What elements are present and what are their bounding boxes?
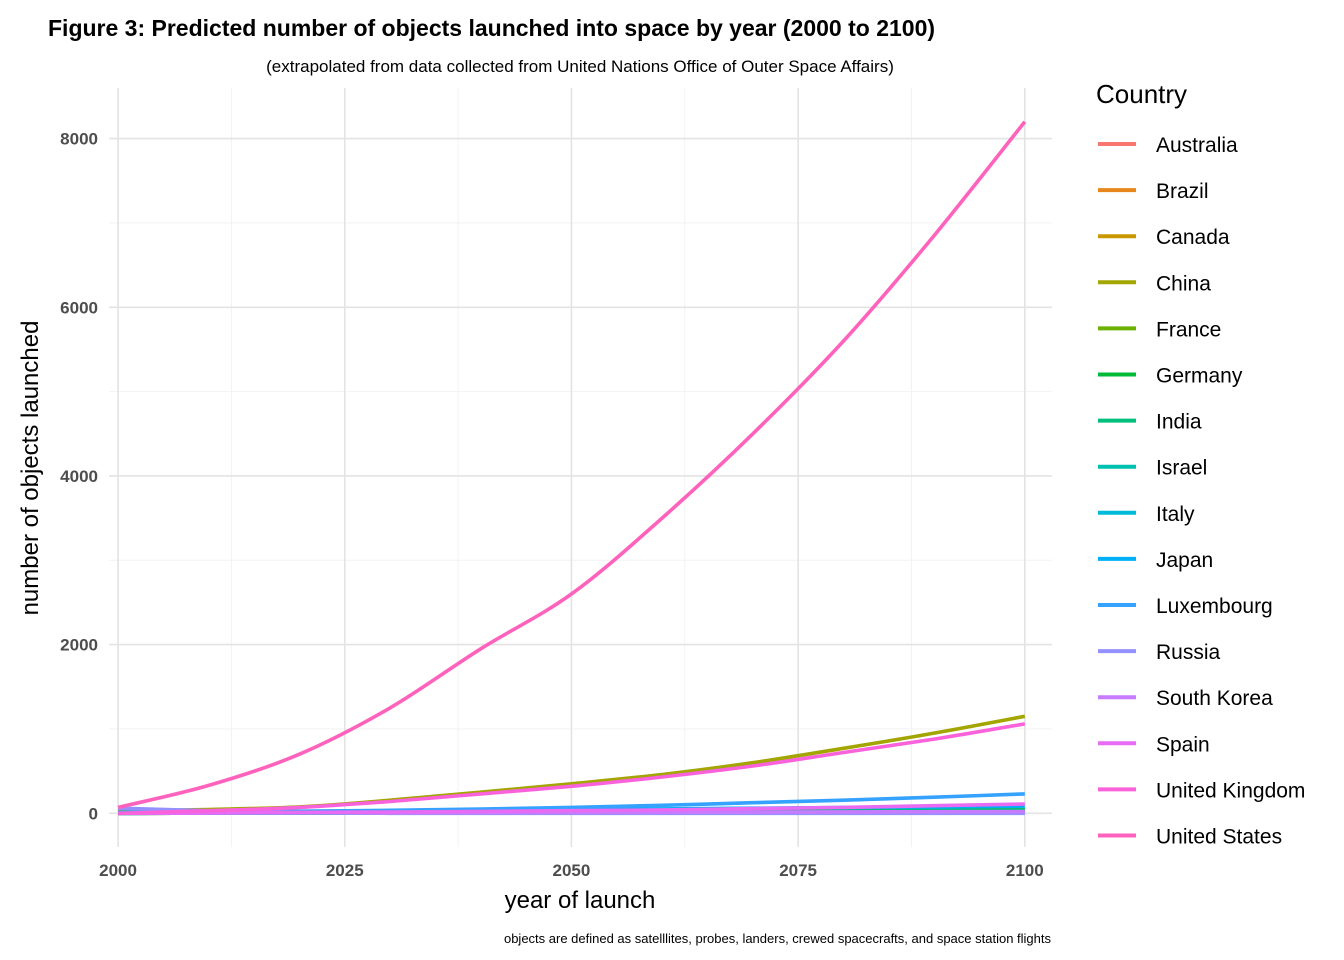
x-axis-title: year of launch bbox=[505, 887, 656, 914]
y-axis-title: number of objects launched bbox=[17, 321, 44, 616]
legend-label-luxembourg: Luxembourg bbox=[1156, 595, 1273, 618]
x-tick-label: 2050 bbox=[553, 861, 591, 880]
legend-label-russia: Russia bbox=[1156, 641, 1221, 664]
legend-items: Australia Brazil Canada China France Germany I… bbox=[1098, 134, 1305, 849]
series-line-spain bbox=[118, 802, 1025, 816]
major-gridlines bbox=[109, 88, 1052, 847]
x-tick-label: 2025 bbox=[326, 861, 364, 880]
plot-area: 2000 2025 2050 2075 2100 0 2000 4000 6000 8000 bbox=[60, 88, 1052, 880]
legend-title: Country bbox=[1096, 79, 1187, 109]
x-tick-label: 2100 bbox=[1006, 861, 1044, 880]
legend-label-israel: Israel bbox=[1156, 457, 1207, 480]
series-lines bbox=[117, 120, 1027, 816]
y-tick-label: 8000 bbox=[60, 130, 98, 149]
series-line-united-states bbox=[117, 120, 1027, 810]
legend-label-china: China bbox=[1156, 272, 1211, 295]
chart-title: Figure 3: Predicted number of objects la… bbox=[48, 15, 935, 41]
legend-label-united-kingdom: United Kingdom bbox=[1156, 779, 1305, 802]
legend-label-germany: Germany bbox=[1156, 365, 1243, 388]
y-tick-label: 6000 bbox=[60, 298, 98, 317]
x-tick-label: 2075 bbox=[779, 861, 817, 880]
legend-label-spain: Spain bbox=[1156, 733, 1210, 756]
y-tick-label: 4000 bbox=[60, 467, 98, 486]
legend-label-canada: Canada bbox=[1156, 226, 1230, 249]
legend-label-brazil: Brazil bbox=[1156, 180, 1209, 203]
chart-caption: objects are defined as satelllites, prob… bbox=[504, 931, 1052, 946]
legend-label-south-korea: South Korea bbox=[1156, 687, 1273, 710]
legend-label-australia: Australia bbox=[1156, 134, 1238, 157]
x-tick-label: 2000 bbox=[99, 861, 137, 880]
minor-gridlines bbox=[109, 88, 1052, 847]
legend: Country Australia Brazil Canada China France… bbox=[1096, 79, 1305, 849]
y-tick-label: 2000 bbox=[60, 636, 98, 655]
x-axis-ticks: 2000 2025 2050 2075 2100 bbox=[99, 861, 1044, 880]
chart-subtitle: (extrapolated from data collected from U… bbox=[266, 57, 894, 76]
legend-label-india: India bbox=[1156, 411, 1202, 434]
legend-label-italy: Italy bbox=[1156, 503, 1195, 526]
series-line-united-kingdom bbox=[118, 722, 1026, 816]
legend-label-united-states: United States bbox=[1156, 826, 1282, 849]
legend-label-japan: Japan bbox=[1156, 549, 1213, 572]
legend-label-france: France bbox=[1156, 318, 1221, 341]
y-tick-label: 0 bbox=[89, 804, 98, 823]
y-axis-ticks: 0 2000 4000 6000 8000 bbox=[60, 130, 98, 824]
